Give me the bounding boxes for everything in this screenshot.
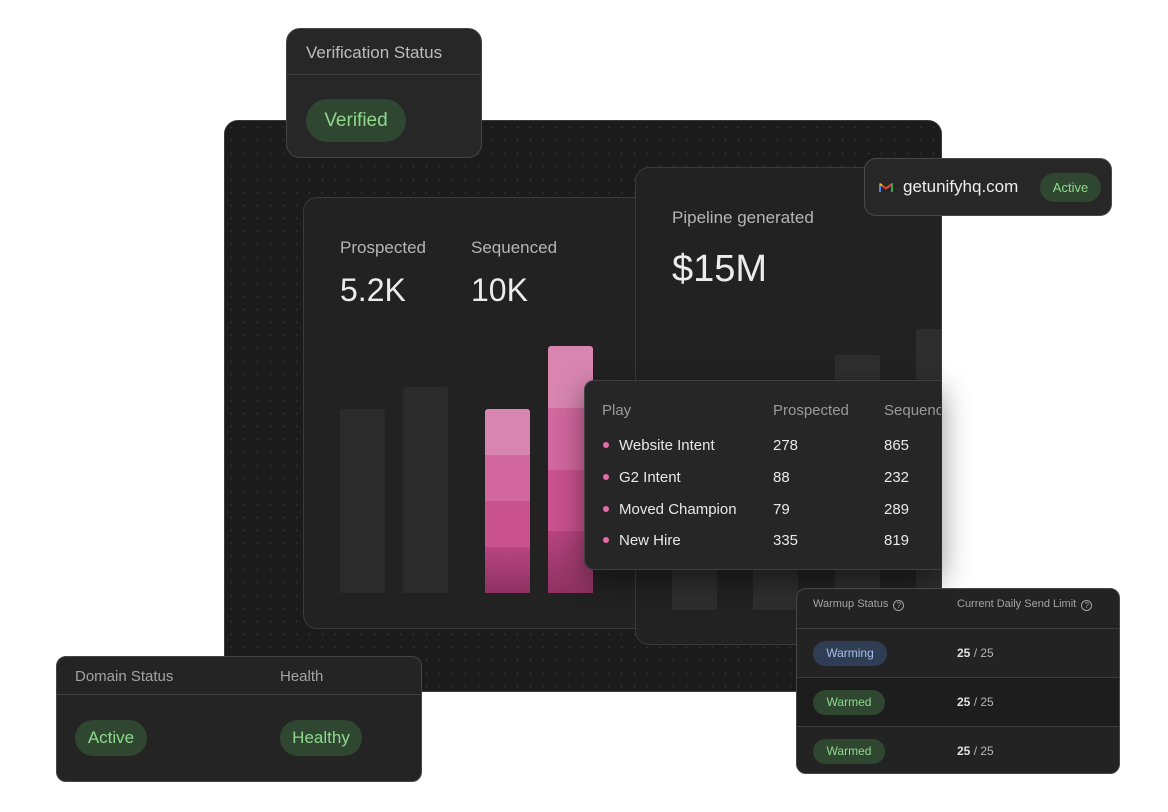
domain-status-card: Domain Status Health Active Healthy bbox=[56, 656, 422, 782]
verification-status-card: Verification Status Verified bbox=[286, 28, 482, 158]
prospected-count: 79 bbox=[773, 501, 790, 518]
column-header-health: Health bbox=[280, 668, 324, 685]
warmup-table-card: Warmup Status? Current Daily Send Limit?… bbox=[796, 588, 1120, 774]
sequenced-count: 865 bbox=[884, 437, 910, 454]
play-name: Moved Champion bbox=[619, 501, 737, 518]
sequenced-count: 819 bbox=[884, 532, 910, 549]
sequenced-count: 232 bbox=[884, 469, 910, 486]
send-limit: 25 / 25 bbox=[957, 695, 994, 709]
column-header-label: Current Daily Send Limit bbox=[957, 598, 1077, 610]
sequenced-label: Sequenced bbox=[471, 238, 558, 257]
chart-bar bbox=[403, 387, 448, 593]
divider bbox=[797, 628, 1119, 629]
series-dot bbox=[603, 474, 609, 480]
series-dot bbox=[603, 442, 609, 448]
domain-name: getunifyhq.com bbox=[903, 177, 1019, 196]
warmed-badge: Warmed bbox=[813, 739, 885, 764]
prospected-value: 5.2K bbox=[340, 272, 406, 308]
help-icon[interactable]: ? bbox=[893, 600, 905, 611]
play-name: Website Intent bbox=[619, 437, 715, 454]
column-header-prospected: Prospected bbox=[773, 402, 849, 419]
prospected-label: Prospected bbox=[340, 238, 426, 257]
divider bbox=[57, 694, 421, 695]
send-limit-used: 25 bbox=[957, 744, 971, 758]
table-row[interactable]: Warming 25 / 25 bbox=[797, 629, 1119, 678]
domain-popup[interactable]: getunifyhq.com Active bbox=[864, 158, 1112, 216]
verification-title: Verification Status bbox=[306, 43, 443, 62]
health-badge: Healthy bbox=[280, 720, 362, 756]
sequenced-count: 289 bbox=[884, 501, 910, 518]
play-name: New Hire bbox=[619, 532, 681, 549]
chart-bar bbox=[340, 409, 385, 593]
column-header-sequenced: Sequenced bbox=[884, 402, 941, 419]
warmed-badge: Warmed bbox=[813, 690, 885, 715]
play-name: G2 Intent bbox=[619, 469, 681, 486]
prospected-count: 88 bbox=[773, 469, 790, 486]
column-header-play: Play bbox=[602, 402, 632, 419]
prospected-count: 335 bbox=[773, 532, 799, 549]
send-limit-total: / 25 bbox=[973, 646, 994, 660]
table-row[interactable]: Warmed 25 / 25 bbox=[797, 727, 1119, 773]
series-dot bbox=[603, 506, 609, 512]
table-row[interactable]: Warmed 25 / 25 bbox=[797, 678, 1119, 727]
pipeline-value: $15M bbox=[672, 248, 768, 290]
prospected-count: 278 bbox=[773, 437, 799, 454]
send-limit: 25 / 25 bbox=[957, 744, 994, 758]
divider bbox=[797, 726, 1119, 727]
series-dot bbox=[603, 537, 609, 543]
column-header-send-limit: Current Daily Send Limit? bbox=[957, 598, 1093, 611]
domain-active-badge: Active bbox=[75, 720, 147, 756]
verified-badge: Verified bbox=[306, 99, 406, 142]
column-header-domain-status: Domain Status bbox=[75, 668, 174, 685]
send-limit: 25 / 25 bbox=[957, 646, 994, 660]
sequenced-value: 10K bbox=[471, 272, 528, 308]
help-icon[interactable]: ? bbox=[1081, 600, 1093, 611]
chart-bar bbox=[753, 568, 798, 610]
column-header-warmup-status: Warmup Status? bbox=[813, 598, 905, 611]
pipeline-label: Pipeline generated bbox=[672, 208, 814, 227]
send-limit-used: 25 bbox=[957, 646, 971, 660]
column-header-label: Warmup Status bbox=[813, 598, 889, 610]
send-limit-total: / 25 bbox=[973, 695, 994, 709]
plays-table: Play Prospected Sequenced Website Intent… bbox=[584, 380, 941, 570]
stacked-chart-bar bbox=[485, 409, 530, 593]
divider bbox=[797, 677, 1119, 678]
gmail-icon bbox=[879, 183, 893, 192]
send-limit-total: / 25 bbox=[973, 744, 994, 758]
warming-badge: Warming bbox=[813, 641, 887, 666]
chart-bar bbox=[672, 568, 717, 610]
send-limit-used: 25 bbox=[957, 695, 971, 709]
active-badge: Active bbox=[1040, 173, 1101, 202]
divider bbox=[287, 74, 481, 75]
